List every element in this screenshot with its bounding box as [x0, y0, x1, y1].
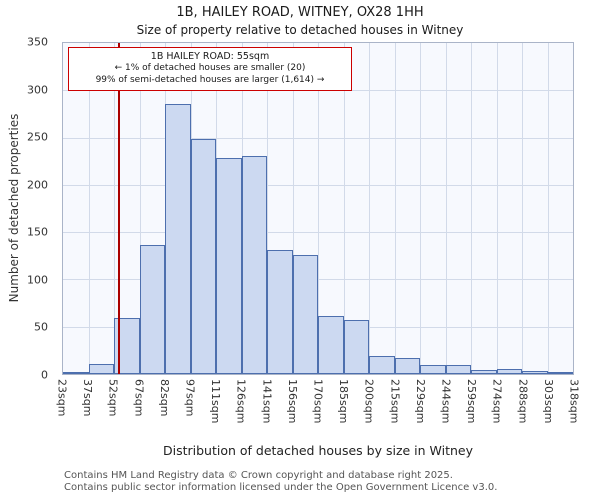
gridline-x: [88, 43, 90, 374]
y-tick: 300: [27, 83, 48, 97]
gridline-x: [369, 43, 370, 374]
gridline-x: [343, 43, 345, 374]
histogram-bar-141sqm: [267, 250, 293, 374]
x-tick-labels: 23sqm 37sqm 52sqm 67sqm 82sqm 97sqm 111sqm 126s…: [56, 379, 581, 429]
property-size-marker-line: [118, 43, 120, 374]
annotation-line3: 99% of semi-detached houses are larger (…: [95, 75, 325, 86]
histogram-bar-126sqm: [241, 155, 267, 374]
x-tick: 200sqm: [362, 379, 376, 424]
x-tick: 52sqm: [106, 379, 120, 417]
chart-title: 1B, HAILEY ROAD, WITNEY, OX28 1HH: [176, 5, 424, 20]
gridline-x: [471, 43, 472, 374]
x-axis-label: Distribution of detached houses by size …: [162, 443, 474, 458]
histogram-bar-52sqm: [114, 318, 140, 374]
attribution-footer: Contains HM Land Registry data © Crown c…: [64, 470, 497, 493]
y-tick-labels: 0 50 100 150 200 250 300 350: [0, 36, 56, 382]
x-tick: 185sqm: [337, 379, 351, 424]
histogram-bar-244sqm: [445, 364, 471, 374]
x-tick: 156sqm: [285, 379, 299, 424]
histogram-bar-303sqm: [547, 372, 573, 374]
histogram-bar-259sqm: [471, 370, 497, 374]
x-tick: 303sqm: [541, 379, 555, 424]
gridline-x: [420, 43, 421, 374]
gridline-x: [394, 43, 396, 374]
footer-line2: Contains public sector information licen…: [64, 481, 498, 493]
x-tick: 111sqm: [209, 379, 223, 424]
x-tick: 229sqm: [413, 379, 427, 424]
y-tick: 0: [41, 368, 48, 382]
gridline-x: [267, 43, 268, 374]
x-tick: 67sqm: [132, 379, 146, 417]
plot-area: 1B HAILEY ROAD: 55sqm ← 1% of detached h…: [62, 42, 574, 375]
histogram-bar-67sqm: [139, 245, 165, 374]
annotation-box: 1B HAILEY ROAD: 55sqm ← 1% of detached h…: [68, 47, 352, 91]
gridline-x: [318, 43, 319, 374]
x-tick: 23sqm: [55, 379, 69, 417]
histogram-bar-274sqm: [496, 369, 522, 374]
x-tick: 318sqm: [567, 379, 581, 424]
x-tick: 215sqm: [388, 379, 402, 424]
y-tick: 250: [27, 130, 48, 144]
histogram-bar-156sqm: [292, 254, 318, 374]
histogram-bar-23sqm: [63, 372, 89, 374]
x-tick: 126sqm: [234, 379, 248, 424]
gridline-x: [114, 43, 115, 374]
histogram-bar-170sqm: [318, 316, 344, 374]
x-tick: 37sqm: [81, 379, 95, 417]
histogram-bar-111sqm: [216, 158, 242, 374]
gridline-x: [292, 43, 294, 374]
y-tick: 150: [27, 225, 48, 239]
gridline-x: [496, 43, 498, 374]
histogram-bar-229sqm: [420, 364, 446, 374]
histogram-bar-288sqm: [522, 371, 548, 374]
gridline-x: [139, 43, 141, 374]
histogram-bar-185sqm: [343, 320, 369, 374]
y-tick: 200: [27, 178, 48, 192]
annotation-line2: ← 1% of detached houses are smaller (20): [114, 63, 306, 74]
x-tick: 259sqm: [465, 379, 479, 424]
y-tick: 50: [34, 320, 48, 334]
histogram-bar-82sqm: [165, 104, 191, 374]
y-tick: 350: [27, 35, 48, 49]
histogram-bar-200sqm: [369, 356, 395, 374]
gridline-x: [547, 43, 549, 374]
x-tick: 288sqm: [516, 379, 530, 424]
histogram-bar-215sqm: [394, 357, 420, 374]
chart-subtitle: Size of property relative to detached ho…: [136, 23, 464, 37]
x-tick: 274sqm: [490, 379, 504, 424]
x-tick: 244sqm: [439, 379, 453, 424]
y-tick: 100: [27, 273, 48, 287]
histogram-bar-37sqm: [88, 363, 114, 374]
gridline-x: [445, 43, 447, 374]
annotation-line1: 1B HAILEY ROAD: 55sqm: [150, 51, 270, 62]
footer-line1: Contains HM Land Registry data © Crown c…: [64, 470, 453, 481]
x-tick: 97sqm: [183, 379, 197, 417]
x-tick: 170sqm: [311, 379, 325, 424]
gridline-x: [522, 43, 523, 374]
x-tick: 82sqm: [157, 379, 171, 417]
histogram-bar-97sqm: [190, 139, 216, 374]
x-tick: 141sqm: [260, 379, 274, 424]
